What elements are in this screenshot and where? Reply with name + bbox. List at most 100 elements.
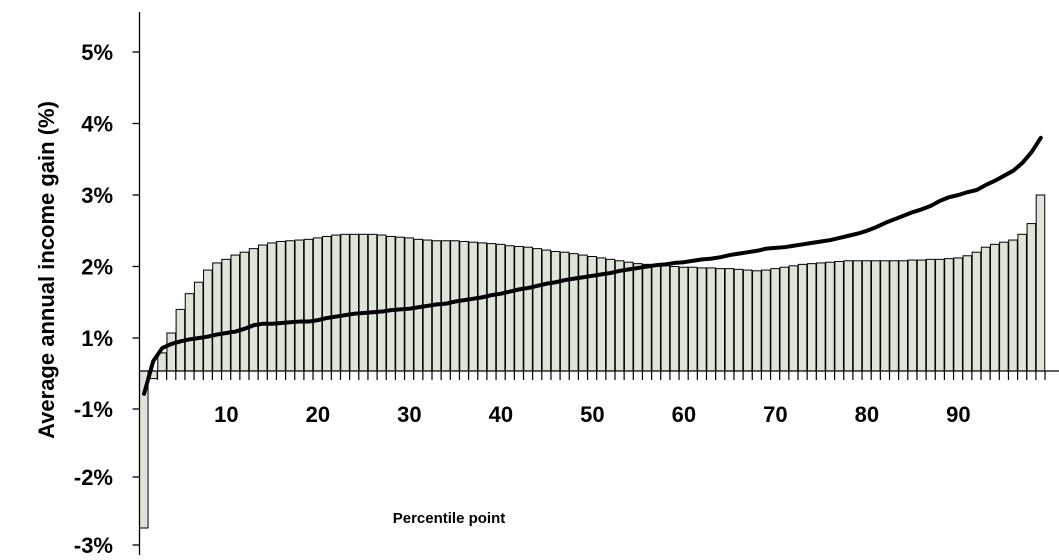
bar: [349, 233, 360, 372]
bar: [212, 262, 222, 372]
bar: [733, 268, 744, 372]
bar: [468, 241, 478, 372]
x-tick-label: 50: [580, 402, 604, 427]
bar: [715, 268, 726, 372]
bar: [861, 260, 872, 372]
bar: [331, 234, 341, 372]
bar: [477, 242, 488, 372]
bar: [779, 266, 790, 372]
bar: [221, 258, 231, 372]
bar: [523, 246, 533, 372]
bar: [322, 235, 332, 372]
bar: [944, 258, 954, 372]
bar: [1017, 233, 1027, 372]
bar: [312, 237, 323, 372]
bar: [1008, 239, 1018, 372]
bar: [816, 262, 826, 372]
bar: [1026, 223, 1037, 372]
bar: [925, 258, 936, 372]
bar: [623, 261, 634, 372]
bar: [505, 245, 515, 372]
bar: [395, 236, 405, 372]
y-tick-label: -1%: [74, 397, 113, 422]
bar: [889, 260, 899, 372]
bar: [514, 245, 524, 372]
bar: [184, 293, 195, 372]
bar: [1035, 194, 1046, 372]
bar: [806, 263, 817, 372]
bar: [989, 243, 1000, 372]
x-tick-label: 10: [214, 402, 238, 427]
bar: [257, 244, 268, 372]
bar: [871, 260, 881, 372]
x-tick-label: 20: [306, 402, 330, 427]
y-tick-label: 3%: [81, 183, 113, 208]
bar: [386, 235, 396, 372]
bar: [459, 240, 469, 372]
bar: [724, 268, 735, 372]
bar: [669, 266, 680, 372]
bar: [633, 263, 643, 372]
bar: [203, 269, 213, 372]
bar: [569, 253, 579, 372]
bar: [367, 233, 378, 372]
bar: [294, 239, 305, 372]
bar: [688, 266, 698, 372]
bar: [605, 258, 616, 372]
x-tick-label: 90: [946, 402, 970, 427]
bar: [916, 259, 927, 372]
bar: [651, 264, 661, 372]
y-tick-labels: -3% -2% -1% 1% 2% 3% 4% 5%: [74, 40, 113, 558]
y-axis-ticks: [132, 51, 140, 546]
bar: [578, 254, 588, 372]
bar: [340, 233, 350, 372]
bar: [953, 257, 963, 372]
bar: [880, 260, 890, 372]
bar: [404, 237, 414, 372]
bar: [358, 233, 369, 372]
bar: [843, 260, 854, 372]
bar: [230, 254, 241, 372]
bar: [376, 234, 387, 372]
y-tick-label: 5%: [81, 40, 113, 65]
bar: [761, 269, 771, 372]
bar: [166, 332, 176, 372]
bar: [678, 266, 689, 372]
bar: [541, 249, 552, 372]
bar: [697, 267, 707, 372]
bar: [550, 250, 561, 372]
x-tick-label: 40: [489, 402, 513, 427]
bar: [248, 248, 259, 372]
bar: [999, 241, 1009, 372]
y-tick-label: 4%: [81, 112, 113, 137]
x-axis-ticks: [147, 371, 1046, 380]
y-tick-label: 1%: [81, 326, 113, 351]
bar-series: [139, 194, 1046, 529]
x-tick-label: 60: [672, 402, 696, 427]
line-series: [142, 135, 1043, 396]
bar: [742, 269, 753, 372]
bar: [285, 240, 295, 372]
bar: [267, 242, 277, 372]
bar: [797, 263, 808, 372]
x-tick-labels: 10 20 30 40 50 60 70 80 90: [214, 402, 970, 427]
x-axis-label: Percentile point: [393, 510, 506, 527]
axes: [132, 12, 1059, 555]
bar: [852, 260, 863, 372]
bar: [559, 251, 570, 372]
y-tick-label: 2%: [81, 255, 113, 280]
bar: [962, 255, 973, 372]
bar: [532, 248, 543, 372]
bar: [450, 240, 460, 372]
bar: [303, 238, 314, 372]
bar: [193, 281, 204, 372]
bar: [642, 263, 652, 372]
bar: [788, 265, 799, 372]
x-tick-label: 70: [763, 402, 787, 427]
y-tick-label: -2%: [74, 465, 113, 490]
bar: [907, 259, 918, 372]
bar: [770, 268, 780, 372]
x-tick-label: 80: [855, 402, 879, 427]
y-axis-label: Average annual income gain (%): [34, 101, 59, 439]
